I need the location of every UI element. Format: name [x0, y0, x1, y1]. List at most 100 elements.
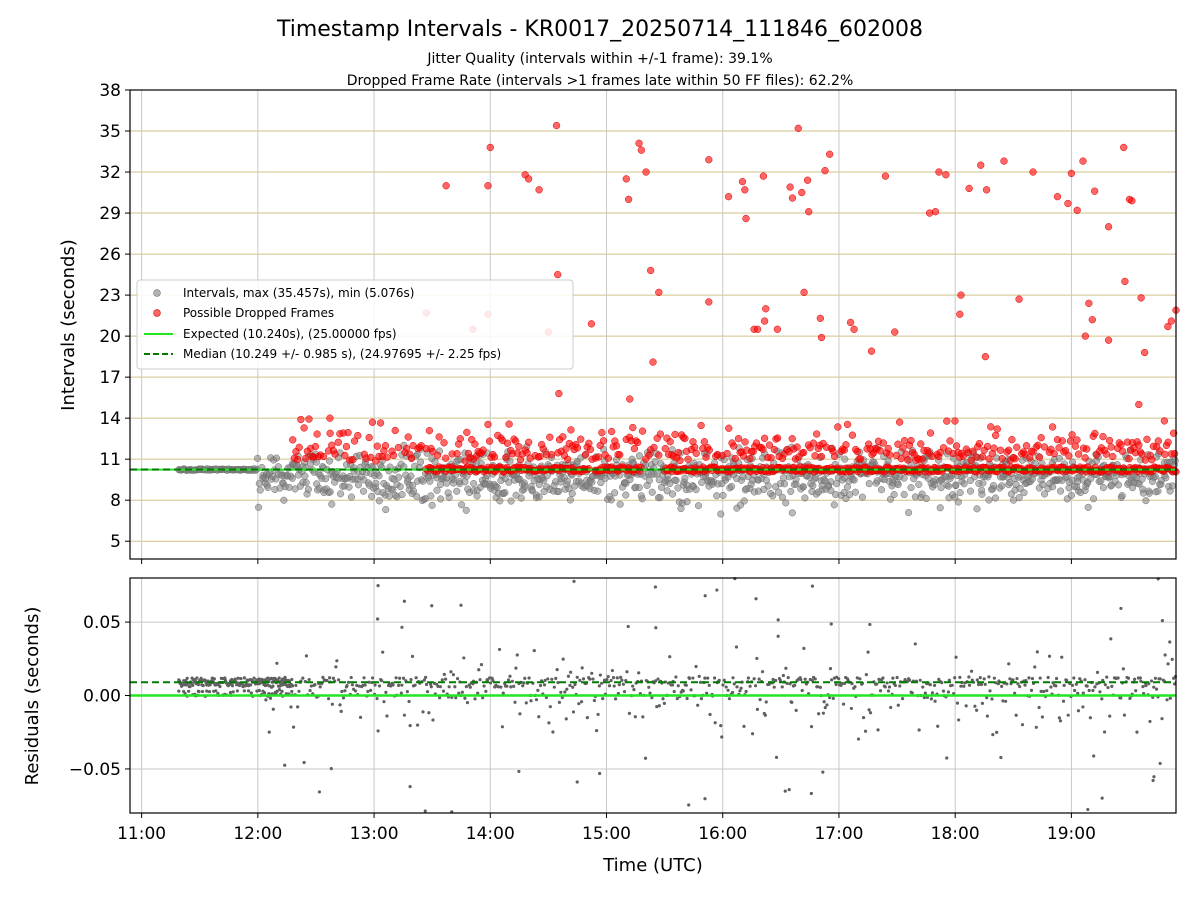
dropped-point — [577, 435, 585, 443]
dropped-outlier-point — [803, 176, 812, 184]
dropped-point — [344, 428, 352, 437]
residual-point — [399, 691, 403, 695]
residual-point — [781, 673, 785, 678]
dropped-point — [975, 439, 984, 448]
residual-point — [592, 698, 596, 703]
dropped-point — [895, 418, 904, 426]
interval-point — [719, 491, 727, 499]
residual-point — [672, 689, 676, 694]
residual-point — [236, 676, 240, 680]
residual-point — [786, 675, 790, 680]
residual-point — [661, 697, 665, 701]
residual-point — [684, 683, 688, 687]
residual-point — [1110, 684, 1114, 689]
dropped-point — [598, 428, 606, 437]
residual-point — [326, 697, 331, 701]
interval-point — [1049, 483, 1057, 491]
dropped-point — [341, 451, 349, 460]
residual-point — [611, 676, 616, 680]
residual-point — [441, 689, 446, 693]
residual-point — [730, 690, 735, 695]
residual-point — [727, 697, 732, 701]
residual-point — [689, 688, 693, 692]
residual-point — [712, 676, 717, 680]
dropped-point — [1125, 455, 1133, 463]
residual-point — [350, 683, 354, 687]
dropped-outlier-point — [742, 214, 750, 223]
residual-point — [1154, 687, 1159, 691]
residual-point — [191, 683, 195, 688]
dropped-outlier-point — [1121, 277, 1129, 286]
dropped-outlier-point — [649, 358, 657, 366]
interval-point — [566, 496, 574, 504]
residual-point — [637, 671, 641, 675]
residual-point — [555, 668, 559, 672]
residual-point — [1016, 682, 1020, 686]
residual-point — [277, 684, 281, 688]
residual-point — [462, 656, 466, 660]
residual-point — [566, 674, 571, 678]
dropped-point — [730, 442, 738, 450]
dropped-outlier-point — [1090, 187, 1099, 195]
residual-point — [377, 684, 382, 688]
top-y-tick-label: 38 — [99, 81, 121, 101]
dropped-outlier-point — [622, 175, 630, 183]
residual-point — [382, 700, 386, 704]
residual-point — [381, 650, 385, 654]
residual-point — [223, 676, 227, 680]
dropped-point — [1021, 450, 1029, 458]
dropped-outlier-point — [759, 172, 768, 180]
interval-point — [1056, 487, 1065, 495]
residual-point — [1106, 685, 1110, 690]
dropped-point — [1040, 443, 1049, 451]
residual-point — [615, 676, 619, 680]
dropped-point — [463, 428, 471, 437]
interval-point — [416, 458, 425, 466]
residual-point — [722, 678, 726, 682]
residual-point — [590, 671, 594, 675]
dropped-point — [876, 447, 884, 455]
residual-point — [261, 689, 265, 693]
residual-point — [1160, 717, 1164, 721]
residual-point — [641, 715, 645, 719]
residual-point — [249, 683, 253, 687]
residual-point — [200, 689, 205, 694]
residual-point — [643, 756, 648, 760]
legend-intervals-label: Intervals, max (35.457s), min (5.076s) — [183, 286, 414, 300]
interval-point — [470, 479, 478, 488]
interval-point — [473, 492, 481, 500]
residual-point — [930, 691, 935, 695]
interval-point — [907, 484, 915, 492]
residual-point — [228, 690, 233, 695]
interval-point — [264, 483, 272, 491]
residual-point — [866, 650, 870, 654]
interval-point — [740, 497, 748, 505]
residual-point — [394, 676, 398, 680]
residual-point — [681, 689, 685, 693]
interval-point — [325, 457, 333, 465]
residual-point — [987, 675, 991, 679]
residual-point — [992, 676, 996, 680]
residual-point — [1122, 713, 1127, 717]
dropped-point — [770, 445, 778, 454]
residual-point — [277, 688, 282, 692]
residual-outlier-point — [654, 626, 658, 630]
interval-point — [674, 484, 682, 492]
residual-point — [410, 654, 415, 659]
residual-point — [264, 698, 268, 702]
dropped-point — [1037, 434, 1045, 442]
interval-point — [951, 493, 959, 501]
dropped-point — [990, 444, 998, 452]
residual-point — [1047, 654, 1052, 658]
residual-point — [413, 683, 417, 687]
dropped-point — [1170, 449, 1179, 458]
interval-point — [966, 487, 975, 495]
dropped-point — [524, 438, 533, 446]
residual-point — [1085, 684, 1089, 688]
dropped-point — [456, 435, 464, 443]
dropped-point — [926, 429, 935, 437]
residual-point — [397, 683, 401, 687]
residual-point — [703, 676, 707, 680]
dropped-point — [539, 445, 547, 453]
residual-point — [868, 711, 873, 715]
